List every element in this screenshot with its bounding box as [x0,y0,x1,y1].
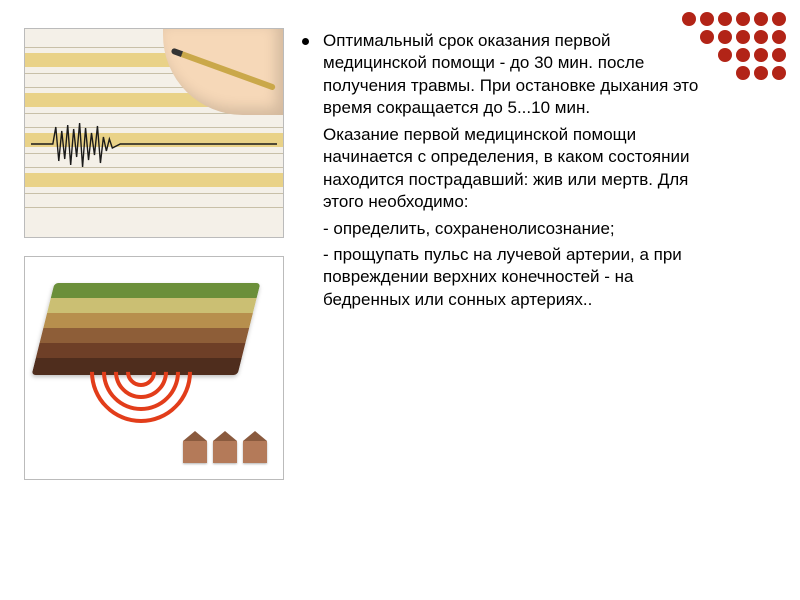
geology-figure [24,256,284,480]
decor-dot [700,48,714,62]
decor-dot [736,12,750,26]
decor-dot [754,66,768,80]
decor-dot [682,12,696,26]
buildings-icon [183,441,267,463]
bullet-icon [302,38,309,45]
slide-container: Оптимальный срок оказания первой медицин… [0,0,800,600]
decor-dot [718,48,732,62]
paragraph-1: Оптимальный срок оказания первой медицин… [323,30,700,120]
seismic-trace-icon [31,119,277,169]
decor-dot [772,66,786,80]
paragraph-2: Оказание первой медицинской помощи начин… [323,124,700,214]
decor-dot [754,12,768,26]
decor-dot [682,48,696,62]
decor-dot [736,48,750,62]
decor-dot [736,30,750,44]
seismic-waves-icon [81,353,201,443]
paragraph-4: - прощупать пульс на лучевой артерии, а … [323,244,700,311]
decor-dot [772,48,786,62]
decor-dot [682,66,696,80]
decor-dot [736,66,750,80]
decor-dot [700,12,714,26]
decor-dot [772,12,786,26]
decor-dot [772,30,786,44]
seismograph-figure [24,28,284,238]
text-column: Оптимальный срок оказания первой медицин… [302,28,776,580]
paragraph-3: - определить, сохраненолисознание; [323,218,700,240]
decor-dot [700,30,714,44]
decor-dot [682,30,696,44]
decor-dot [718,30,732,44]
decor-dot [754,48,768,62]
corner-dot-decor [682,12,786,80]
decor-dot [718,12,732,26]
image-column [24,28,284,580]
decor-dot [754,30,768,44]
decor-dot [700,66,714,80]
decor-dot [718,66,732,80]
